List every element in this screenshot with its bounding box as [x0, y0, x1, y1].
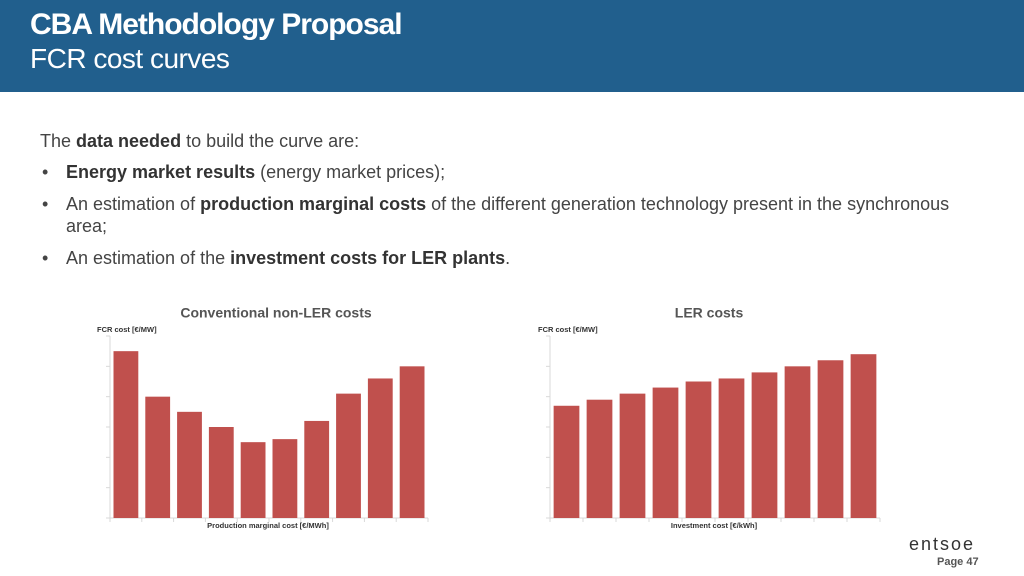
bar: [586, 399, 613, 518]
bar: [817, 360, 844, 518]
bar: [619, 393, 646, 518]
text-run: An estimation of: [66, 194, 201, 214]
bar: [272, 439, 298, 518]
text-run: production marginal costs: [200, 194, 427, 214]
bar: [850, 354, 877, 518]
subtitle: FCR cost curves: [30, 43, 230, 74]
bullet-list: Energy market results (energy market pri…: [40, 161, 980, 269]
chart-title: LER costs: [675, 305, 744, 321]
bar: [208, 427, 234, 518]
bar: [751, 372, 778, 518]
bar: [304, 420, 330, 518]
bar: [336, 393, 361, 518]
text-run: data needed: [76, 131, 182, 151]
x-axis-label: Production marginal cost [€/MWh]: [207, 521, 329, 530]
bullet: Energy market results (energy market pri…: [40, 161, 980, 183]
y-axis-label: FCR cost [€/MW]: [538, 325, 598, 334]
text-run: .: [505, 248, 511, 268]
text-run: (energy market prices);: [255, 162, 446, 182]
text-run: An estimation of the: [66, 248, 231, 268]
bar: [113, 351, 139, 518]
bar: [685, 381, 712, 518]
bar: [399, 366, 425, 518]
bar: [145, 396, 171, 518]
bullet: An estimation of production marginal cos…: [40, 193, 980, 237]
bar: [240, 442, 266, 518]
intro: The data needed to build the curve are:: [40, 130, 980, 152]
title: CBA Methodology Proposal: [30, 8, 403, 41]
bullet: An estimation of the investment costs fo…: [40, 247, 980, 269]
header-bar: CBA Methodology Proposal FCR cost curves: [0, 0, 1024, 92]
text-run: The: [40, 131, 77, 151]
bar: [553, 405, 580, 518]
text-run: investment costs for LER plants: [230, 248, 506, 268]
bar: [177, 411, 202, 518]
logo: entsoe: [909, 534, 976, 554]
page-number: Page 47: [937, 556, 979, 568]
bar: [367, 378, 393, 518]
text-run: to build the curve are:: [181, 131, 360, 151]
bar: [784, 366, 811, 518]
x-axis-label: Investment cost [€/kWh]: [671, 521, 758, 530]
body-text: The data needed to build the curve are: …: [40, 130, 980, 279]
chart-title: Conventional non-LER costs: [180, 305, 372, 321]
bar: [652, 387, 679, 518]
bar: [718, 378, 745, 518]
text-run: of the different generation technology p…: [66, 194, 950, 236]
y-axis-label: FCR cost [€/MW]: [97, 325, 157, 334]
text-run: Energy market results: [66, 162, 256, 182]
